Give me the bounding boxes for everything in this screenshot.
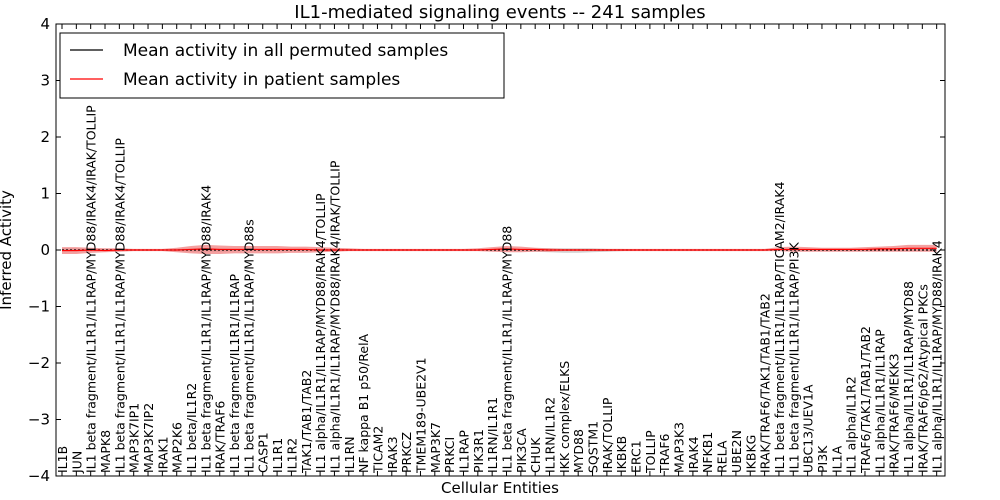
x-tick-label: PIK3R1 — [471, 429, 486, 473]
x-tick-label: UBC13/UEV1A — [801, 384, 816, 473]
x-tick-label: IL1 beta fragment/IL1R1/IL1RAP/TICAM2/IR… — [772, 182, 787, 473]
x-tick-label: PIK3CA — [514, 428, 529, 473]
x-tick-label: RELA — [715, 440, 730, 473]
legend-label-patient: Mean activity in patient samples — [123, 70, 400, 90]
x-tick-label: CASP1 — [256, 432, 271, 473]
x-tick-label: MAPK8 — [98, 430, 113, 473]
x-tick-label: IRAK/TRAF6/p62/Atypical PKCs — [915, 284, 930, 473]
x-tick-label: PRKCI — [442, 437, 457, 473]
y-tick-label: −4 — [28, 467, 50, 485]
x-tick-label: IL1R1 — [270, 438, 285, 473]
x-tick-label: IL1 alpha/IL1R1/IL1RAP/MYD88/IRAK4 — [930, 240, 945, 473]
x-axis-label: Cellular Entities — [441, 479, 559, 497]
x-tick-label: IL1A — [829, 445, 844, 473]
x-tick-label: TRAF6 — [657, 433, 672, 474]
series-lines — [62, 247, 937, 252]
y-tick-label: −2 — [28, 354, 50, 372]
x-tick-label: IL1 alpha/IL1R1/IL1RAP — [872, 329, 887, 473]
x-tick-label: IL1 beta/IL1R2 — [184, 383, 199, 473]
x-tick-label: MAP3K3 — [672, 422, 687, 473]
x-tick-label: IL1 alpha/IL1R1/IL1RAP/MYD88/IRAK4/IRAK/… — [327, 160, 342, 473]
y-tick-label: 3 — [40, 72, 50, 90]
legend: Mean activity in all permuted samples Me… — [59, 32, 505, 99]
x-tick-label: TAK1/TAB1/TAB2 — [299, 370, 314, 474]
x-tick-label: SQSTM1 — [586, 421, 601, 473]
y-tick-label: 4 — [40, 15, 50, 33]
legend-label-permuted: Mean activity in all permuted samples — [123, 41, 448, 61]
x-tick-label: IRAK4 — [686, 436, 701, 473]
x-tick-label: IKBKG — [743, 435, 758, 473]
x-tick-label: IL1 beta fragment/IL1R1/IL1RAP/PI3K — [786, 242, 801, 473]
x-tick-label: IL1 beta fragment/IL1R1/IL1RAP/MYD88 — [500, 226, 515, 473]
x-axis — [61, 24, 938, 476]
x-tick-label: IL1 alpha/IL1R1/IL1RAP/MYD88/IRAK4/TOLLI… — [313, 193, 328, 473]
x-tick-label: IRAK/TRAF6 — [213, 401, 228, 473]
x-tick-label: IRAK3 — [385, 436, 400, 473]
x-tick-label: IRAK1 — [155, 436, 170, 473]
x-tick-labels: IL1B JUN IL1 beta fragment/IL1R1/IL1RAP/MY… — [55, 105, 945, 474]
x-tick-label: IKBKB — [614, 436, 629, 473]
y-tick-label: 1 — [40, 185, 50, 203]
x-tick-label: ERC1 — [629, 440, 644, 473]
x-tick-label: PRKCZ — [399, 432, 414, 473]
x-tick-label: NFKB1 — [700, 432, 715, 473]
x-tick-label: IL1RAP — [456, 430, 471, 473]
x-tick-label: IL1 beta fragment/IL1R1/IL1RAP/MYD88/IRA… — [112, 138, 127, 473]
y-tick-label: 2 — [40, 128, 50, 146]
x-tick-label: TMEM189-UBE2V1 — [413, 357, 428, 474]
x-tick-label: MYD88 — [571, 429, 586, 473]
x-tick-label: IL1RN — [342, 436, 357, 473]
x-tick-label: IRAK/TRAF6/TAK1/TAB1/TAB2 — [758, 293, 773, 473]
x-tick-label: TOLLIP — [643, 430, 658, 474]
x-tick-label: IL1 alpha/IL1R2 — [844, 376, 859, 473]
x-tick-label: MAP3K7IP1 — [127, 403, 142, 473]
x-tick-label: IL1 beta fragment/IL1R1/IL1RAP/MYD88/IRA… — [84, 105, 99, 473]
x-tick-label: PI3K — [815, 445, 830, 473]
x-tick-label: TRAF6/TAK1/TAB1/TAB2 — [858, 326, 873, 474]
x-tick-label: NF kappa B1 p50/RelA — [356, 333, 371, 473]
y-tick-label: −3 — [28, 411, 50, 429]
series-line-1 — [62, 247, 937, 252]
x-tick-label: IL1 beta fragment/IL1R1/IL1RAP/MYD88/IRA… — [198, 185, 213, 473]
x-tick-label: IL1R2 — [284, 438, 299, 473]
y-tick-label: 0 — [40, 241, 50, 259]
x-tick-label: IL1 beta fragment/IL1R1/IL1RAP — [227, 273, 242, 473]
x-tick-label: IL1B — [55, 446, 70, 473]
x-tick-label: IL1 alpha/IL1R1/IL1RAP/MYD88 — [901, 281, 916, 473]
x-tick-label: IRAK/TOLLIP — [600, 397, 615, 473]
x-tick-label: MAP2K6 — [170, 422, 185, 473]
x-tick-label: CHUK — [528, 437, 543, 473]
x-tick-label: IKK complex/ELKS — [557, 361, 572, 473]
chart-title: IL1-mediated signaling events -- 241 sam… — [294, 2, 705, 23]
x-tick-label: MAP3K7IP2 — [141, 403, 156, 473]
y-tick-label: −1 — [28, 298, 50, 316]
legend-box — [59, 32, 505, 99]
x-tick-label: IL1 beta fragment/IL1R1/IL1RAP/MYD88s — [241, 219, 256, 473]
y-axis-label: Inferred Activity — [0, 190, 15, 310]
x-tick-label: UBE2N — [729, 430, 744, 473]
y-axis: −4 −3 −2 −1 0 1 2 3 4 — [28, 15, 945, 485]
x-tick-label: MAP3K7 — [428, 422, 443, 473]
x-tick-label: IL1RN/IL1R1 — [485, 397, 500, 473]
x-tick-label: TICAM2 — [370, 426, 385, 474]
x-tick-label: IRAK/TRAF6/MEKK3 — [887, 353, 902, 473]
x-tick-label: IL1RN/IL1R2 — [543, 397, 558, 473]
x-tick-label: JUN — [69, 451, 84, 474]
